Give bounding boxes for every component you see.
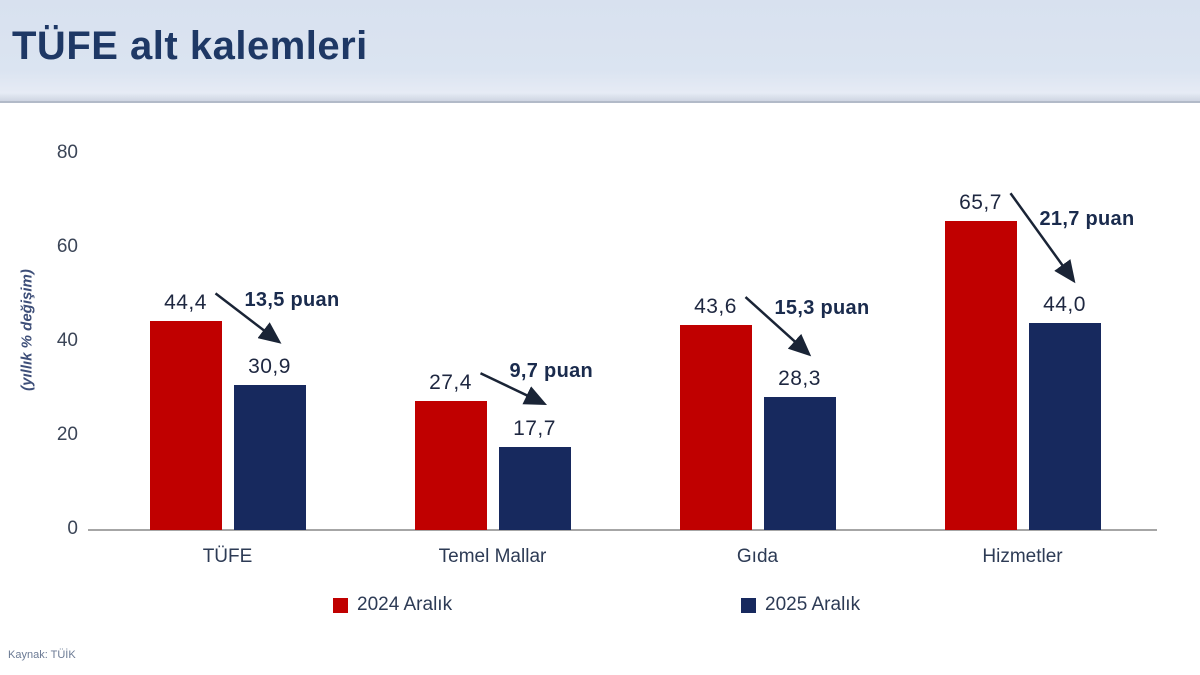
bar-2024-aralik-temel-mallar	[414, 401, 487, 530]
x-axis-line	[88, 529, 1157, 531]
y-tick-label-60: 60	[56, 236, 78, 257]
bar-2025-aralik-gida	[763, 396, 836, 530]
value-label-2025-aralik-temel-mallar: 17,7	[513, 416, 556, 440]
page-title: TÜFE alt kalemleri	[12, 24, 368, 68]
y-tick-label-40: 40	[56, 330, 78, 351]
value-label-2024-aralik-temel-mallar: 27,4	[429, 371, 472, 395]
legend-swatch-2025-aralik	[741, 597, 756, 613]
value-label-2024-aralik-gida: 43,6	[694, 295, 737, 319]
legend-entry-2025-aralik: 2025 Aralık	[741, 594, 860, 616]
annotation-tufe: 13,5 puan	[244, 289, 340, 312]
bar-2025-aralik-tufe	[233, 384, 306, 530]
value-label-2024-aralik-hizmetler: 65,7	[959, 191, 1002, 215]
legend-entry-2024-aralik: 2024 Aralık	[333, 594, 452, 616]
y-tick-label-0: 0	[67, 518, 78, 539]
legend-swatch-2024-aralik	[333, 597, 348, 613]
legend-label-2024-aralik: 2024 Aralık	[357, 594, 453, 615]
y-tick-label-20: 20	[56, 424, 78, 445]
bar-2024-aralik-hizmetler	[944, 221, 1017, 530]
value-label-2025-aralik-tufe: 30,9	[248, 354, 291, 378]
bar-2024-aralik-gida	[679, 325, 752, 530]
bar-2025-aralik-temel-mallar	[498, 446, 571, 530]
category-label-gida: Gıda	[736, 546, 779, 567]
value-label-2025-aralik-hizmetler: 44,0	[1043, 293, 1086, 317]
value-label-2025-aralik-gida: 28,3	[778, 366, 821, 390]
bar-2024-aralik-tufe	[149, 321, 222, 530]
y-tick-label-80: 80	[56, 142, 78, 163]
category-label-temel-mallar: Temel Mallar	[438, 546, 547, 567]
category-label-hizmetler: Hizmetler	[982, 546, 1063, 567]
bar-2025-aralik-hizmetler	[1028, 323, 1101, 530]
legend-label-2025-aralik: 2025 Aralık	[765, 594, 861, 615]
header-banner: TÜFE alt kalemleri	[0, 0, 1200, 103]
source-note: Kaynak: TÜİK	[8, 649, 76, 661]
category-label-tufe: TÜFE	[202, 546, 253, 567]
annotation-temel-mallar: 9,7 puan	[509, 360, 594, 382]
annotation-hizmetler: 21,7 puan	[1039, 208, 1135, 231]
value-label-2024-aralik-tufe: 44,4	[164, 291, 207, 315]
annotation-gida: 15,3 puan	[774, 297, 870, 320]
